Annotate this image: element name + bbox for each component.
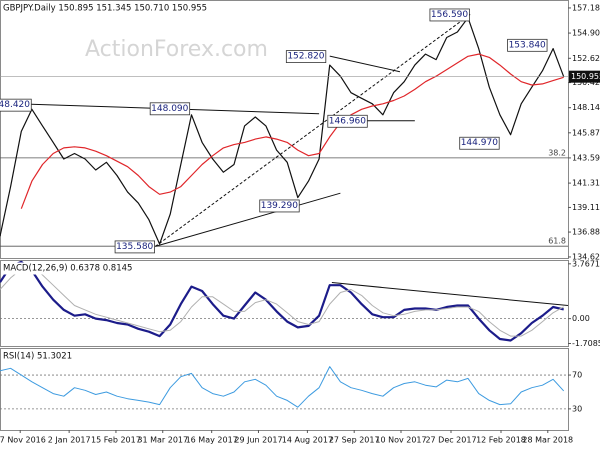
y-tick-label: 152.620 xyxy=(572,54,600,63)
label-box xyxy=(149,102,191,116)
trendline xyxy=(331,282,569,307)
label-box xyxy=(2,2,209,15)
label-box xyxy=(507,38,548,52)
trendline xyxy=(154,14,471,247)
panel-frame xyxy=(0,260,569,347)
y-tick-label: 154.905 xyxy=(572,29,600,38)
label-box xyxy=(459,136,500,150)
series-line xyxy=(0,267,564,337)
series-line xyxy=(20,53,564,209)
price-annotation: 144.970 xyxy=(461,138,498,148)
price-annotation: 148.420 xyxy=(0,100,30,110)
x-tick-label: 10 Nov 2017 xyxy=(375,436,426,445)
label-box xyxy=(2,262,134,275)
y-tick-label: 145.870 xyxy=(572,128,600,137)
last-value-box xyxy=(569,70,600,83)
series-line xyxy=(0,17,565,245)
last-value-label: 150.955 xyxy=(571,72,600,81)
panel-title: RSI(14) 51.3021 xyxy=(3,352,72,362)
x-tick-label: 2 Jan 2017 xyxy=(48,436,91,445)
y-tick-label: 3.7671 xyxy=(572,259,600,268)
x-tick-label: 27 Sep 2017 xyxy=(329,436,380,445)
price-annotation: 146.960 xyxy=(329,116,366,126)
label-box xyxy=(285,50,327,63)
price-annotation: 148.090 xyxy=(151,104,188,114)
label-box xyxy=(327,114,368,128)
label-box xyxy=(429,8,470,22)
label-box xyxy=(2,350,74,363)
x-tick-label: 31 Mar 2017 xyxy=(137,436,188,445)
panel-title: GBPJPY.Daily 150.895 151.345 150.710 150… xyxy=(3,4,207,14)
panel-frame xyxy=(0,0,569,259)
x-tick-label: 14 Aug 2017 xyxy=(282,436,333,445)
level-label: 61.8 xyxy=(548,237,566,246)
price-annotation: 153.840 xyxy=(509,40,546,50)
y-tick-label: -1.7085 xyxy=(572,339,600,348)
price-annotation: 139.290 xyxy=(261,201,298,211)
y-tick-label: 143.595 xyxy=(572,153,600,162)
y-tick-label: 0.00 xyxy=(572,314,590,323)
y-tick-label: 157.180 xyxy=(572,3,600,12)
panel-frame xyxy=(0,348,569,431)
x-tick-label: 12 Feb 2018 xyxy=(476,436,526,445)
x-tick-label: 28 Mar 2018 xyxy=(522,436,573,445)
label-box xyxy=(114,240,155,254)
x-tick-label: 15 Feb 2017 xyxy=(91,436,141,445)
y-tick-label: 148.145 xyxy=(572,103,600,112)
x-tick-label: 29 Jun 2017 xyxy=(234,436,282,445)
level-label: 38.2 xyxy=(548,148,566,157)
trendline xyxy=(329,55,401,73)
label-box xyxy=(259,199,300,213)
y-tick-label: 136.880 xyxy=(572,228,600,237)
y-tick-label: 70 xyxy=(572,371,582,380)
y-tick-label: 139.110 xyxy=(572,203,600,212)
trendline xyxy=(155,192,341,247)
y-tick-label: 134.625 xyxy=(572,252,600,261)
panel-title: MACD(12,26,9) 0.6378 0.8145 xyxy=(3,264,132,274)
price-annotation: 152.820 xyxy=(287,52,324,62)
y-tick-label: 141.315 xyxy=(572,179,600,188)
price-annotation: 156.590 xyxy=(431,10,468,20)
label-box xyxy=(0,98,32,112)
watermark: ActionForex.com xyxy=(85,37,268,62)
x-tick-label: 16 May 2017 xyxy=(186,436,238,445)
x-tick-label: 27 Dec 2017 xyxy=(425,436,476,445)
x-tick-label: 17 Nov 2016 xyxy=(0,436,46,445)
series-line xyxy=(0,366,565,408)
price-annotation: 135.580 xyxy=(116,242,153,252)
y-tick-label: 30 xyxy=(572,404,582,413)
